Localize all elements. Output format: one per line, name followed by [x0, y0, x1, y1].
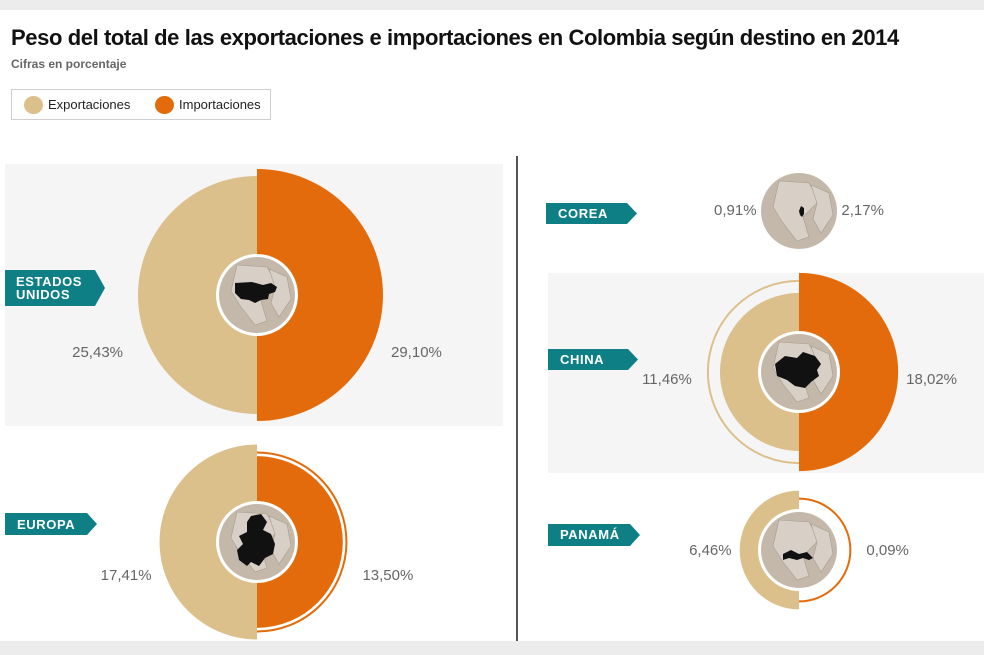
tag-arrow-shape: [548, 349, 638, 370]
destination-group-4: 11,46% 18,02%: [642, 272, 957, 472]
tag-estados-unidos: ESTADOS UNIDOS: [5, 270, 105, 306]
tag-china: CHINA: [548, 349, 638, 370]
bar-importaciones: [799, 272, 899, 472]
bar-exportaciones: [139, 177, 257, 413]
tag-arrow-shape: [5, 513, 97, 535]
chart-title: Peso del total de las exportaciones e im…: [11, 25, 899, 50]
destination-group-3: 0,91% 2,17%: [714, 170, 884, 252]
legend-label-exportaciones: Exportaciones: [48, 97, 131, 112]
importaciones-ring: [256, 451, 348, 633]
exportaciones-ring: [138, 176, 258, 414]
value-label-exportaciones: 17,41%: [101, 567, 152, 584]
usa-map-icon: [230, 264, 292, 326]
tag-label-europa: EUROPA: [17, 517, 76, 532]
legend: Exportaciones Importaciones: [11, 89, 271, 120]
value-label-importaciones: 0,09%: [866, 542, 909, 559]
tag-arrow-shape: [548, 524, 640, 546]
map-landmass: [810, 523, 834, 573]
map-highlight-region: [237, 514, 275, 566]
tag-arrow-shape: [546, 203, 637, 224]
destination-group-5: 6,46% 0,09%: [689, 490, 909, 610]
value-label-importaciones: 18,02%: [906, 371, 957, 388]
tag-label-estados-unidos: ESTADOS UNIDOS: [16, 274, 83, 302]
bar-importaciones: [257, 169, 383, 421]
tag-corea: COREA: [546, 203, 637, 224]
bar-exportaciones: [159, 444, 257, 640]
legend-swatch-importaciones: [155, 96, 174, 114]
tag-europa: EUROPA: [5, 513, 97, 535]
tag-arrow-shape: [5, 270, 105, 306]
tag-panama: PANAMÁ: [548, 524, 640, 546]
chart-subtitle: Cifras en porcentaje: [11, 57, 127, 71]
legend-swatch-exportaciones: [24, 96, 43, 114]
tag-label-china: CHINA: [560, 352, 605, 367]
value-label-exportaciones: 11,46%: [642, 371, 692, 388]
value-label-importaciones: 13,50%: [362, 567, 413, 584]
destination-group-1: 25,43% 29,10%: [72, 169, 442, 421]
importaciones-ring: [798, 497, 852, 603]
destination-group-2: 17,41% 13,50%: [101, 444, 413, 640]
value-label-importaciones: 2,17%: [841, 202, 884, 219]
chart-area: 25,43% 29,10% 17,41% 13,50% 0,91% 2,17% 11,46%…: [5, 156, 984, 641]
value-label-importaciones: 29,10%: [391, 344, 442, 361]
panama-map-icon: [772, 519, 834, 581]
map-highlight-region: [235, 282, 277, 303]
korea-map-icon: [772, 180, 834, 242]
tag-label-panama: PANAMÁ: [560, 527, 620, 542]
exportaciones-ring: [706, 279, 800, 465]
tag-label-corea: COREA: [558, 206, 608, 221]
map-landmass: [268, 515, 292, 565]
legend-label-importaciones: Importaciones: [179, 97, 261, 112]
europe-map-icon: [230, 511, 292, 573]
bar-importaciones: [257, 456, 343, 628]
china-map-icon: [772, 341, 834, 403]
map-highlight-region: [783, 550, 813, 560]
value-label-exportaciones: 25,43%: [72, 344, 123, 361]
map-landmass: [810, 184, 834, 234]
value-label-exportaciones: 0,91%: [714, 202, 757, 219]
value-label-exportaciones: 6,46%: [689, 542, 732, 559]
infographic-canvas: 25,43% 29,10% 17,41% 13,50% 0,91% 2,17% 11,46%…: [0, 10, 984, 641]
map-highlight-region: [799, 206, 804, 217]
map-highlight-region: [775, 352, 821, 388]
